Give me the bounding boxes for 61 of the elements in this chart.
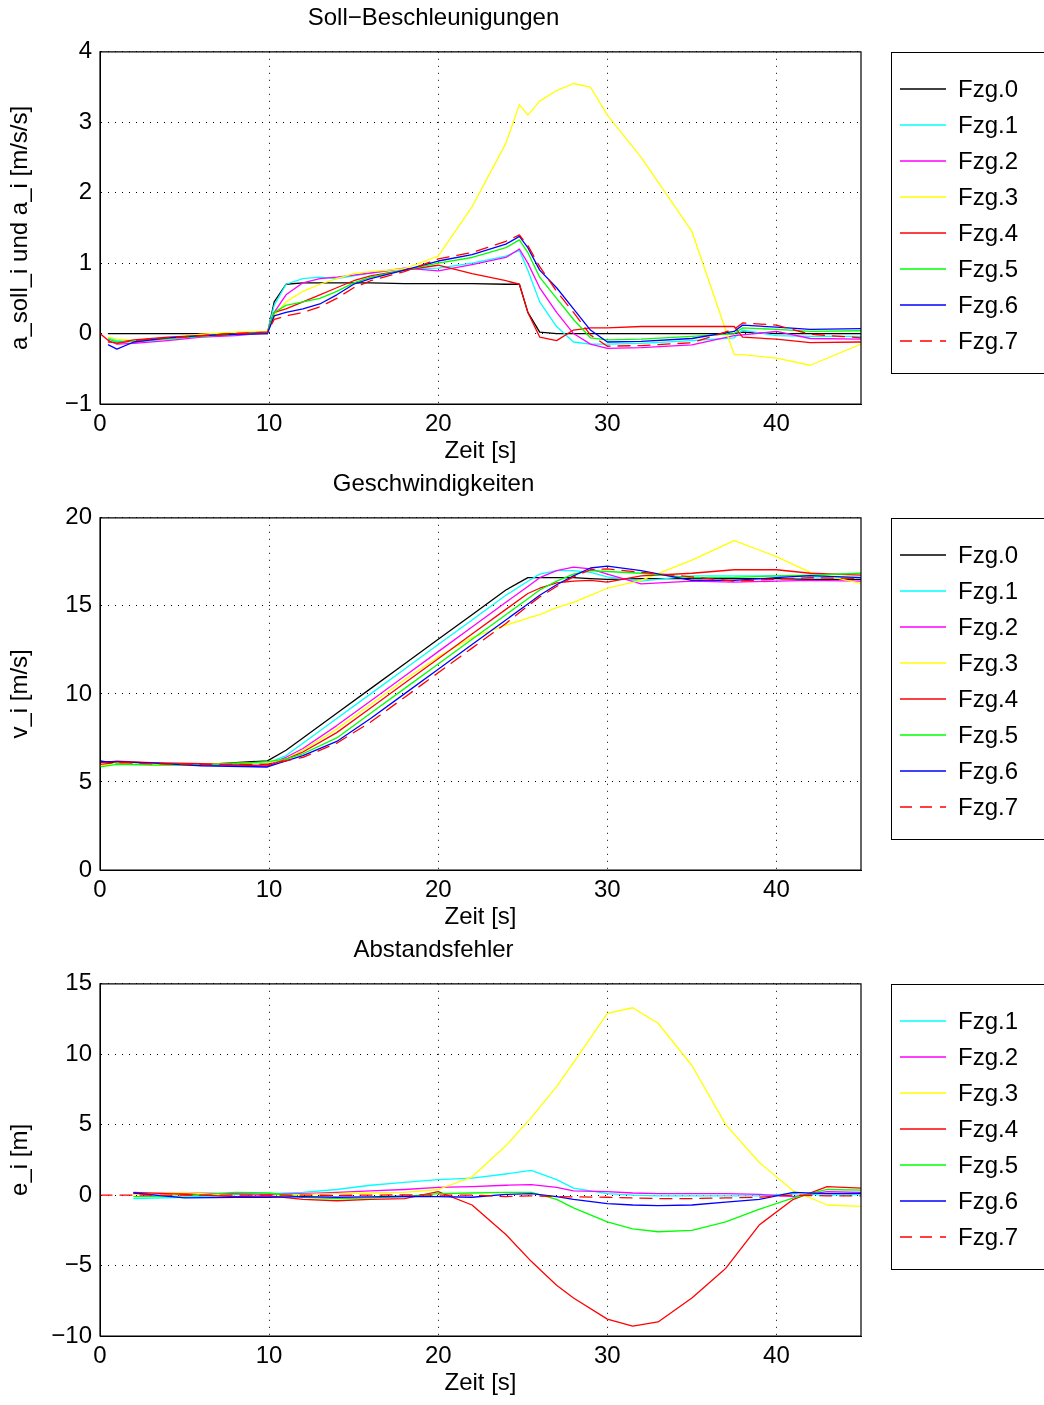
legend-label: Fzg.7 bbox=[958, 793, 1019, 821]
legend-label: Fzg.4 bbox=[958, 219, 1019, 247]
legend-label: Fzg.2 bbox=[958, 613, 1019, 641]
legend-label: Fzg.7 bbox=[958, 327, 1019, 355]
x-tick-label: 40 bbox=[763, 875, 790, 903]
y-tick-label: 0 bbox=[78, 1179, 92, 1207]
legend-label: Fzg.4 bbox=[958, 685, 1019, 713]
x-tick-label: 40 bbox=[763, 1341, 790, 1369]
x-tick-label: 20 bbox=[424, 1341, 452, 1369]
legend-label: Fzg.6 bbox=[958, 291, 1019, 319]
legend-label: Fzg.7 bbox=[958, 1223, 1019, 1251]
legend-label: Fzg.3 bbox=[958, 1079, 1019, 1107]
legend-label: Fzg.6 bbox=[958, 757, 1019, 785]
x-tick-label: 20 bbox=[424, 875, 452, 903]
legend-label: Fzg.6 bbox=[958, 1187, 1019, 1215]
y-tick-label: 10 bbox=[65, 1038, 92, 1066]
y-tick-label: 10 bbox=[65, 678, 92, 706]
x-tick-label: 10 bbox=[255, 875, 283, 903]
legend-label: Fzg.2 bbox=[958, 1043, 1019, 1071]
legend-label: Fzg.1 bbox=[958, 111, 1019, 139]
chart-title: Abstandsfehler bbox=[353, 935, 514, 963]
y-tick-label: −1 bbox=[64, 388, 92, 416]
x-axis-title: Zeit [s] bbox=[444, 902, 517, 930]
y-tick-label: −5 bbox=[64, 1250, 92, 1278]
y-tick-label: 5 bbox=[78, 1109, 92, 1137]
x-tick-label: 30 bbox=[593, 409, 621, 437]
y-axis-title: a_soll_i und a_i [m/s/s] bbox=[5, 105, 33, 350]
y-tick-label: 15 bbox=[65, 590, 92, 618]
x-tick-label: 20 bbox=[424, 409, 452, 437]
chart-title: Geschwindigkeiten bbox=[332, 469, 535, 497]
legend-label: Fzg.1 bbox=[958, 577, 1019, 605]
legend-label: Fzg.3 bbox=[958, 649, 1019, 677]
y-tick-label: 1 bbox=[78, 247, 92, 275]
x-tick-label: 30 bbox=[593, 875, 621, 903]
y-tick-label: 0 bbox=[78, 318, 92, 346]
y-tick-label: 4 bbox=[78, 36, 92, 64]
x-tick-label: 40 bbox=[763, 409, 790, 437]
y-axis-title: v_i [m/s] bbox=[5, 649, 33, 739]
y-tick-label: 0 bbox=[78, 854, 92, 882]
y-axis-title: e_i [m] bbox=[5, 1123, 33, 1196]
x-tick-label: 10 bbox=[255, 1341, 283, 1369]
y-tick-label: 20 bbox=[65, 502, 92, 530]
y-tick-label: 15 bbox=[65, 968, 92, 996]
x-tick-label: 10 bbox=[255, 409, 283, 437]
x-axis-title: Zeit [s] bbox=[444, 436, 517, 464]
y-tick-label: 3 bbox=[78, 106, 92, 134]
legend-label: Fzg.5 bbox=[958, 721, 1019, 749]
legend-label: Fzg.0 bbox=[958, 541, 1019, 569]
legend-label: Fzg.1 bbox=[958, 1007, 1019, 1035]
legend-label: Fzg.0 bbox=[958, 75, 1019, 103]
legend-label: Fzg.4 bbox=[958, 1115, 1019, 1143]
legend-label: Fzg.5 bbox=[958, 1151, 1019, 1179]
x-tick-label: 30 bbox=[593, 1341, 621, 1369]
x-axis-title: Zeit [s] bbox=[444, 1368, 517, 1396]
y-tick-label: 5 bbox=[78, 766, 92, 794]
legend-label: Fzg.2 bbox=[958, 147, 1019, 175]
y-tick-label: −10 bbox=[51, 1320, 92, 1348]
y-tick-label: 2 bbox=[78, 177, 92, 205]
legend-label: Fzg.5 bbox=[958, 255, 1019, 283]
legend-label: Fzg.3 bbox=[958, 183, 1019, 211]
chart-title: Soll−Beschleunigungen bbox=[307, 3, 560, 31]
